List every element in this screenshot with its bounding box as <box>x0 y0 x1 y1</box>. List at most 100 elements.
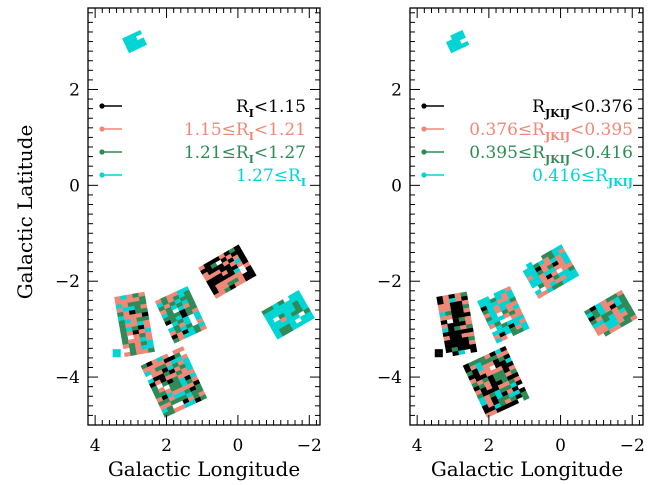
data-point <box>566 274 575 282</box>
data-point <box>139 299 147 305</box>
data-point <box>168 354 176 362</box>
data-point <box>483 394 491 401</box>
data-point <box>503 299 512 306</box>
data-point <box>159 363 168 370</box>
data-point <box>491 330 500 337</box>
data-point <box>175 314 183 321</box>
data-point <box>510 368 518 375</box>
data-point <box>610 292 619 300</box>
data-point <box>456 304 464 310</box>
data-point <box>536 292 544 299</box>
data-point <box>291 323 299 331</box>
data-point <box>185 378 194 385</box>
data-point <box>167 326 176 334</box>
data-point <box>451 313 459 320</box>
data-point <box>296 320 305 328</box>
data-point <box>168 408 176 416</box>
legend: RJKIJ<0.3760.376≤RJKIJ<0.3950.395≤RJKIJ<… <box>421 97 633 189</box>
data-point <box>291 300 300 307</box>
data-point <box>138 295 146 302</box>
data-point <box>128 305 136 312</box>
data-point <box>189 371 197 379</box>
data-point <box>483 353 492 360</box>
data-point <box>554 254 563 261</box>
data-point <box>199 394 208 401</box>
data-point <box>133 30 142 37</box>
data-point <box>451 309 459 316</box>
data-point <box>230 273 238 281</box>
data-point <box>129 346 137 352</box>
data-point <box>216 272 224 280</box>
data-point <box>128 342 136 348</box>
data-point <box>180 394 188 401</box>
data-point <box>495 337 503 344</box>
data-point <box>563 258 572 265</box>
legend: RI<1.151.15≤RI<1.211.21≤RI<1.271.27≤RI <box>99 97 306 189</box>
data-point <box>507 293 515 300</box>
data-point <box>503 366 511 374</box>
data-point <box>214 292 222 299</box>
data-point <box>497 383 506 390</box>
data-point <box>499 373 507 380</box>
y-tick-label: 0 <box>391 176 402 196</box>
data-point <box>518 386 527 394</box>
data-point <box>612 320 620 327</box>
legend-entry: RI<1.15 <box>99 97 306 120</box>
data-point <box>561 277 570 285</box>
data-point <box>168 395 176 402</box>
data-point <box>177 373 185 380</box>
data-point <box>622 313 631 321</box>
data-point <box>503 312 511 319</box>
data-point <box>269 322 278 330</box>
data-point <box>503 353 511 360</box>
data-point <box>463 344 471 350</box>
data-point <box>541 289 550 297</box>
data-point <box>562 267 571 275</box>
data-point <box>531 272 540 279</box>
data-point <box>439 311 447 318</box>
data-point <box>545 273 554 280</box>
data-point <box>166 378 175 385</box>
data-point <box>229 260 237 268</box>
data-point <box>481 390 490 397</box>
data-point <box>484 299 492 306</box>
data-point <box>222 259 230 267</box>
data-point <box>183 289 191 296</box>
data-point <box>157 386 166 394</box>
data-point <box>448 330 456 337</box>
data-point <box>211 275 219 283</box>
data-point <box>117 311 125 318</box>
data-point <box>480 359 488 366</box>
data-point <box>120 331 128 338</box>
data-point <box>512 303 520 310</box>
data-point <box>461 40 470 48</box>
data-point <box>234 257 242 265</box>
x-tick-label: 2 <box>161 436 172 456</box>
data-point <box>175 396 183 404</box>
data-point <box>486 319 495 327</box>
data-point <box>224 286 232 294</box>
data-point <box>175 369 183 376</box>
data-point <box>590 318 598 326</box>
data-point <box>144 327 152 333</box>
data-point <box>447 326 455 333</box>
data-point <box>237 251 245 258</box>
data-point <box>468 360 476 368</box>
data-point <box>492 358 500 365</box>
data-point <box>500 292 508 299</box>
data-point <box>133 333 141 339</box>
data-point <box>286 303 295 310</box>
data-point <box>212 288 220 296</box>
data-point <box>475 361 483 369</box>
data-point <box>608 313 616 320</box>
data-point <box>614 323 622 331</box>
data-point <box>278 326 287 334</box>
y-tick-label: 0 <box>69 176 80 196</box>
data-point <box>179 363 187 370</box>
data-point <box>161 366 169 374</box>
data-point <box>165 306 173 313</box>
legend-entry: 0.395≤RJKIJ<0.416 <box>421 143 633 166</box>
data-point <box>492 385 500 392</box>
field-7 <box>462 345 530 418</box>
data-point <box>159 376 168 384</box>
